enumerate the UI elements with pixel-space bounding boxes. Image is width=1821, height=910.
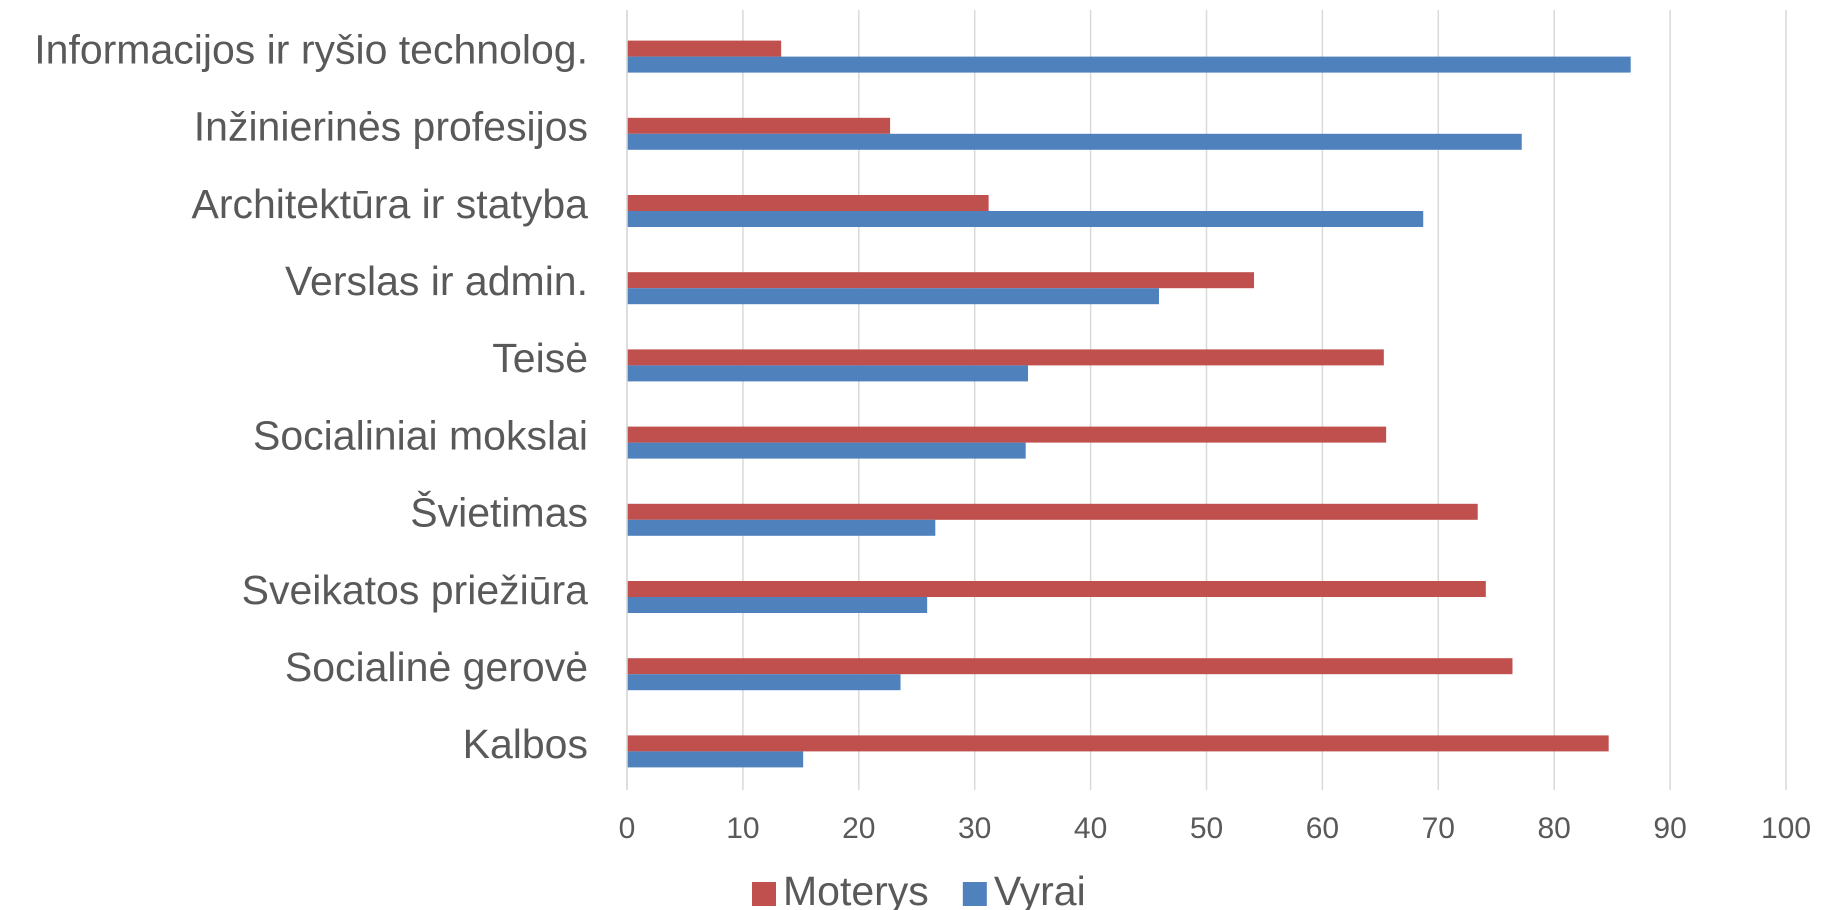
bar <box>627 674 901 691</box>
bar <box>627 503 1478 520</box>
legend-swatch <box>962 882 987 906</box>
bar <box>627 519 936 536</box>
bar <box>627 117 891 134</box>
x-tick-label: 100 <box>1761 812 1811 845</box>
x-tick-label: 60 <box>1306 812 1339 845</box>
bar <box>627 40 782 57</box>
bar <box>627 365 1029 382</box>
bar <box>627 426 1387 443</box>
bar <box>627 211 1424 227</box>
x-tick-label: 20 <box>842 812 875 845</box>
y-tick-label: Teisė <box>492 335 588 381</box>
bar <box>627 288 1159 305</box>
x-tick-label: 90 <box>1653 812 1686 845</box>
y-tick-label: Sveikatos priežiūra <box>242 567 589 613</box>
y-tick-label: Švietimas <box>410 490 588 536</box>
y-tick-label: Socialiniai mokslai <box>253 412 588 458</box>
x-tick-label: 10 <box>726 812 759 845</box>
x-tick-label: 80 <box>1538 812 1571 845</box>
y-tick-label: Socialinė gerovė <box>285 644 588 690</box>
y-tick-label: Informacijos ir ryšio technolog. <box>34 26 588 72</box>
bar <box>627 133 1522 150</box>
bar <box>627 658 1513 675</box>
legend-label: Moterys <box>783 868 929 910</box>
x-tick-label: 70 <box>1422 812 1455 845</box>
bar <box>627 442 1026 459</box>
x-tick-label: 50 <box>1190 812 1223 845</box>
legend-swatch <box>752 882 776 906</box>
x-tick-label: 30 <box>958 812 991 845</box>
bar <box>627 56 1631 73</box>
bar <box>627 735 1609 752</box>
bar <box>627 349 1384 366</box>
bar <box>627 195 989 211</box>
y-tick-label: Verslas ir admin. <box>285 258 588 304</box>
bar <box>627 581 1486 597</box>
y-tick-label: Architektūra ir statyba <box>192 181 589 227</box>
legend-label: Vyrai <box>994 868 1086 910</box>
bar <box>627 751 804 768</box>
bar <box>627 272 1255 289</box>
y-tick-label: Kalbos <box>463 721 588 767</box>
y-tick-label: Inžinierinės profesijos <box>194 104 588 150</box>
x-tick-label: 0 <box>619 812 636 845</box>
bar <box>627 597 928 613</box>
x-tick-label: 40 <box>1074 812 1107 845</box>
